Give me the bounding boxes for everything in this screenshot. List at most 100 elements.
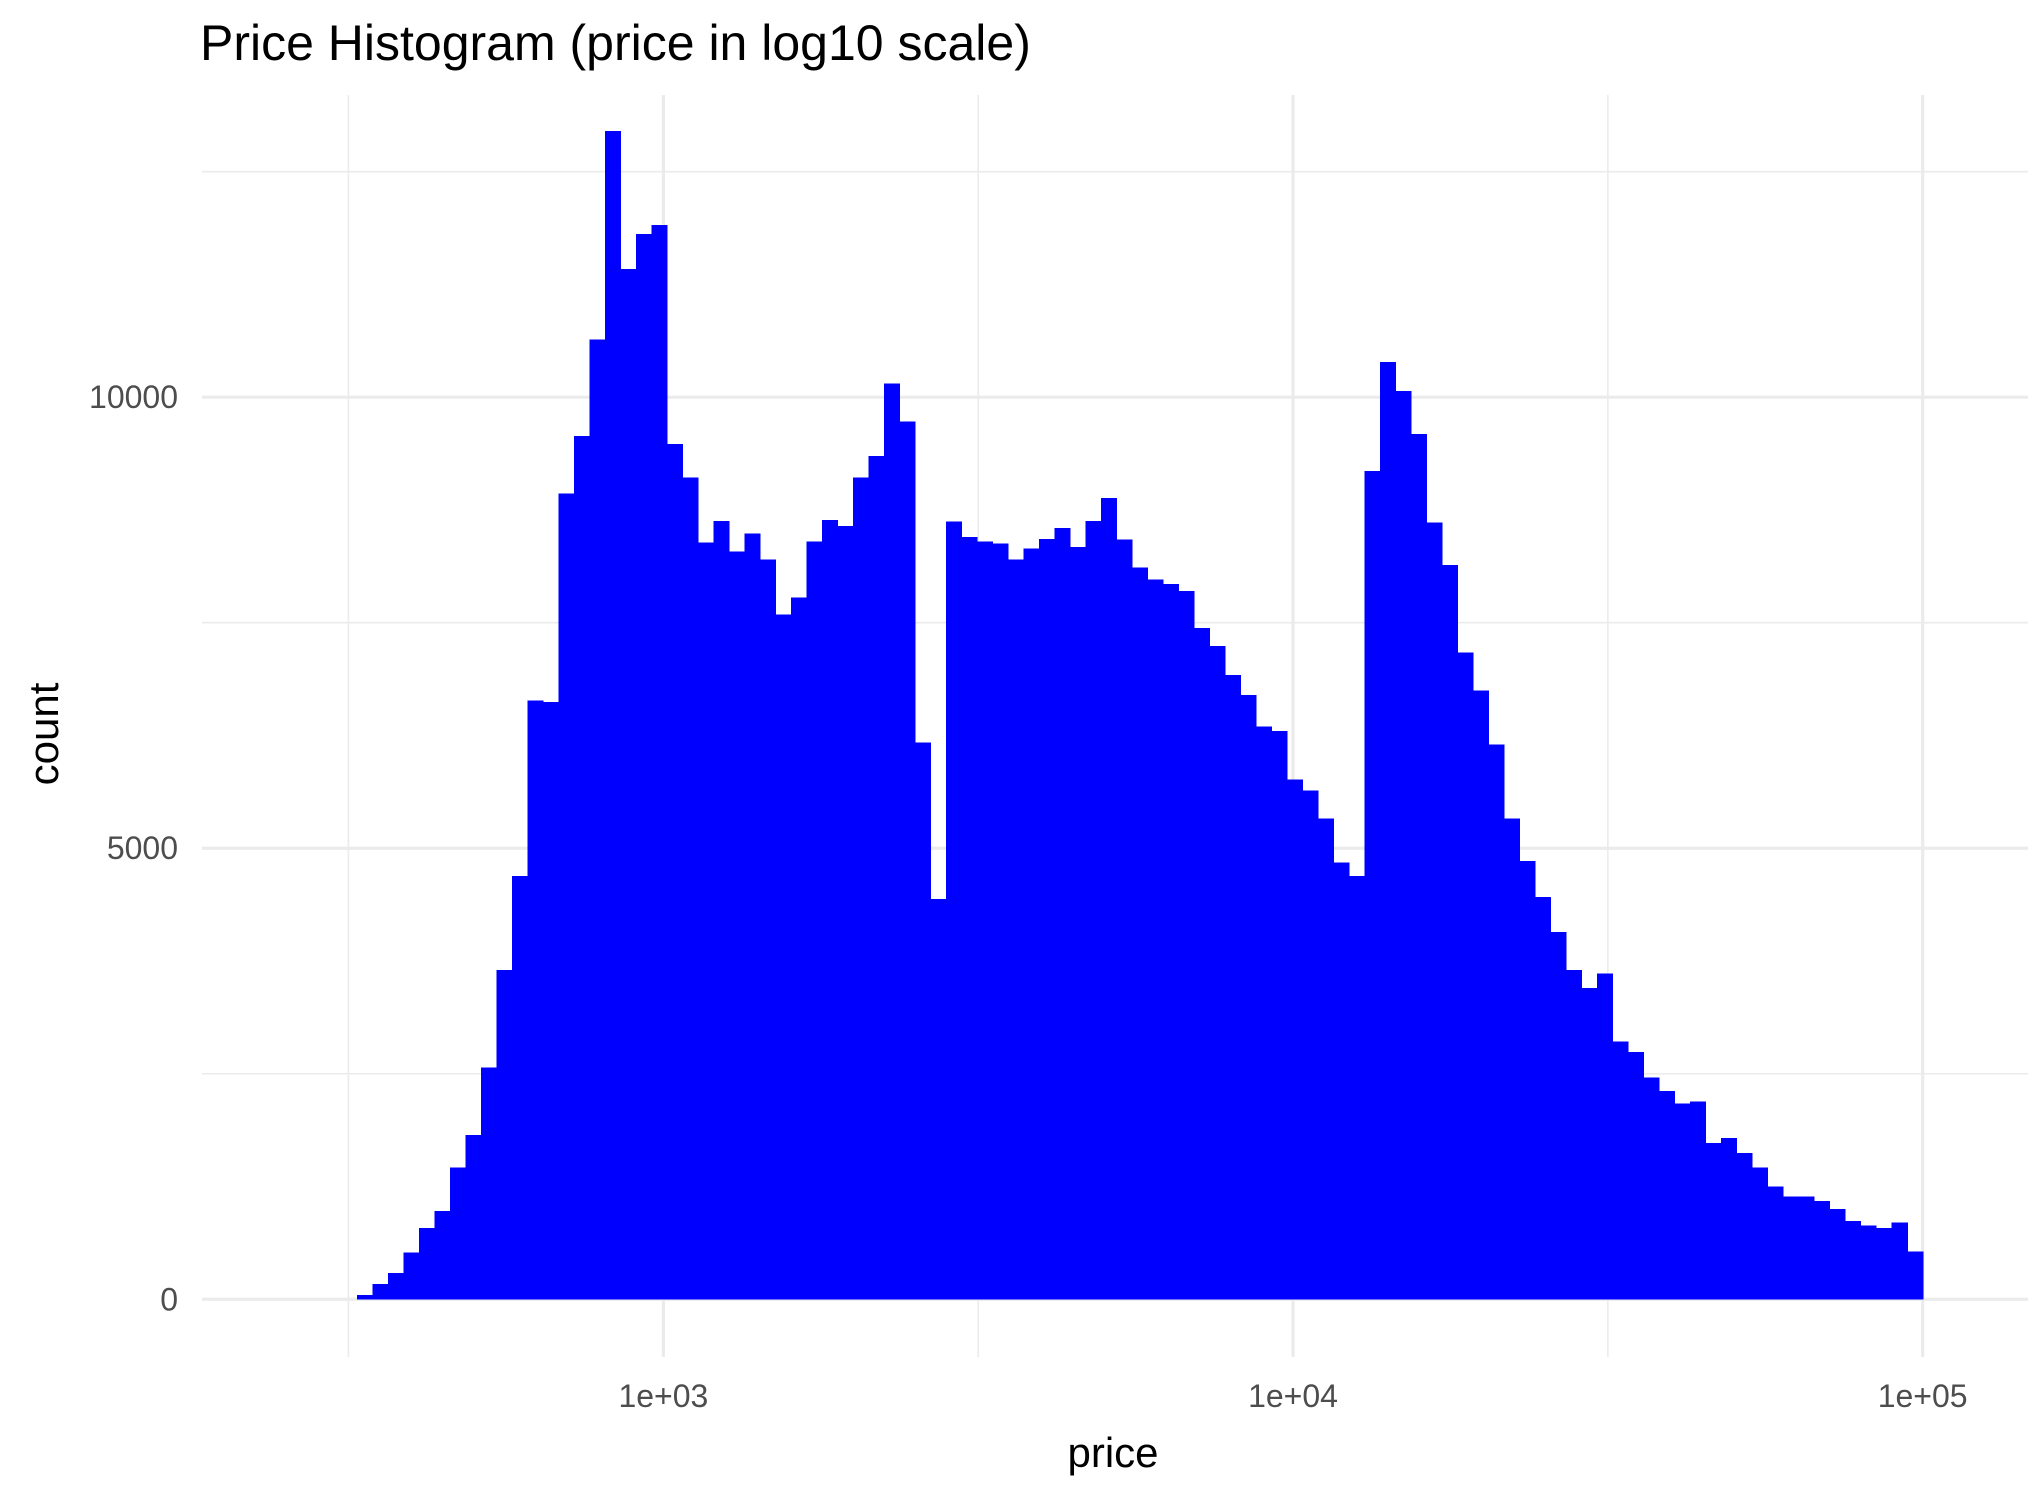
histogram-bar — [1132, 567, 1149, 1300]
histogram-bar — [1736, 1153, 1753, 1300]
histogram-bar — [1225, 675, 1242, 1300]
histogram-bar — [635, 233, 653, 1300]
histogram-bar — [1163, 583, 1180, 1300]
histogram-bar — [1116, 539, 1133, 1300]
histogram-bar — [1519, 860, 1536, 1300]
histogram-bar — [573, 435, 591, 1300]
histogram-bar — [465, 1135, 482, 1300]
histogram-bar — [806, 541, 823, 1300]
histogram-bar — [1752, 1167, 1769, 1300]
histogram-bar — [728, 551, 746, 1300]
x-tick-label: 1e+05 — [1878, 1378, 1968, 1414]
histogram-bar — [868, 455, 885, 1300]
histogram-bar — [1194, 628, 1211, 1300]
histogram-bar — [744, 533, 761, 1300]
histogram-bar — [1070, 546, 1087, 1300]
histogram-bar — [930, 898, 947, 1300]
histogram-bar — [1845, 1220, 1862, 1300]
histogram-bar — [1318, 818, 1335, 1300]
histogram-bar — [1256, 726, 1273, 1300]
y-tick-label: 5000 — [107, 830, 178, 866]
histogram-bar — [915, 742, 932, 1300]
histogram-bar — [899, 421, 916, 1300]
histogram-bar — [1628, 1052, 1645, 1300]
histogram-bar — [372, 1283, 389, 1300]
histogram-bar — [558, 493, 575, 1300]
histogram-bar — [356, 1294, 374, 1300]
histogram-bar — [977, 541, 994, 1300]
y-axis-tick-labels: 0 5000 10000 — [89, 379, 178, 1317]
histogram-bar — [1674, 1103, 1691, 1300]
histogram-bar — [1876, 1228, 1893, 1300]
histogram-bar — [1907, 1251, 1924, 1300]
histogram-bar — [1566, 970, 1583, 1300]
histogram-bar — [1101, 498, 1118, 1300]
histogram-bar — [527, 700, 544, 1300]
histogram-bar — [884, 383, 901, 1300]
histogram-bar — [1659, 1090, 1676, 1300]
histogram-bar — [1054, 527, 1071, 1300]
histogram-bar — [992, 543, 1009, 1300]
histogram-bar — [1349, 876, 1366, 1300]
histogram-bar — [1364, 471, 1381, 1300]
histogram-bar — [1039, 538, 1056, 1300]
y-axis-title: count — [20, 682, 67, 785]
histogram-bar — [480, 1067, 498, 1300]
histogram-bar — [1240, 694, 1257, 1300]
histogram-bar — [1209, 646, 1226, 1300]
histogram-bar — [697, 542, 715, 1300]
histogram-bar — [1612, 1041, 1629, 1300]
histogram-bar — [1178, 591, 1195, 1300]
histogram-bar — [542, 702, 560, 1300]
histogram-bar — [1426, 522, 1443, 1300]
histogram-bar — [821, 519, 839, 1300]
histogram-bar — [418, 1228, 436, 1300]
histogram-bar — [1147, 579, 1164, 1300]
histogram-bar — [1457, 652, 1474, 1300]
histogram-bar — [1302, 790, 1319, 1300]
histogram-bar — [1643, 1077, 1660, 1300]
histogram-bar — [620, 269, 637, 1300]
histogram-bar — [434, 1210, 451, 1300]
histogram-bar — [1473, 690, 1490, 1300]
histogram-bar — [589, 339, 606, 1300]
histogram-bar — [511, 876, 529, 1300]
histogram-bar — [775, 614, 792, 1300]
histogram-bar — [946, 521, 963, 1300]
x-tick-label: 1e+03 — [618, 1378, 708, 1414]
histogram-bar — [1690, 1101, 1707, 1300]
histogram-bar — [1721, 1137, 1738, 1300]
histogram-bar — [1411, 434, 1428, 1300]
histogram-bar — [1550, 932, 1567, 1300]
histogram-bar — [449, 1167, 467, 1300]
histogram-bar — [961, 537, 978, 1300]
histogram-bar — [1767, 1186, 1784, 1300]
histogram-bar — [1271, 730, 1288, 1300]
histogram-bar — [1333, 862, 1350, 1300]
histogram-bar — [1023, 548, 1040, 1300]
histogram-bar — [1535, 896, 1552, 1300]
histogram-bar — [1705, 1143, 1722, 1300]
histogram-bar — [852, 477, 870, 1300]
x-tick-label: 1e+04 — [1248, 1378, 1338, 1414]
histogram-bar — [1829, 1209, 1846, 1300]
histogram-bar — [713, 520, 730, 1300]
y-tick-label: 0 — [160, 1281, 178, 1317]
histogram-bar — [1488, 744, 1505, 1300]
histogram-bar — [837, 526, 854, 1300]
histogram-bar — [387, 1273, 405, 1300]
x-axis-tick-labels: 1e+03 1e+04 1e+05 — [618, 1378, 1967, 1414]
histogram-bar — [682, 477, 699, 1300]
histogram-bar — [403, 1252, 420, 1300]
histogram-bar — [1008, 559, 1025, 1300]
histogram-bar — [1442, 564, 1459, 1300]
histogram-bar — [1395, 390, 1412, 1300]
histogram-bar — [1798, 1196, 1815, 1300]
y-tick-label: 10000 — [89, 379, 178, 415]
histogram-bar — [1860, 1225, 1877, 1300]
histogram-bar — [1597, 973, 1614, 1300]
histogram-bar — [1504, 818, 1521, 1300]
histogram-bar — [790, 597, 808, 1300]
histogram-bar — [1783, 1196, 1800, 1300]
